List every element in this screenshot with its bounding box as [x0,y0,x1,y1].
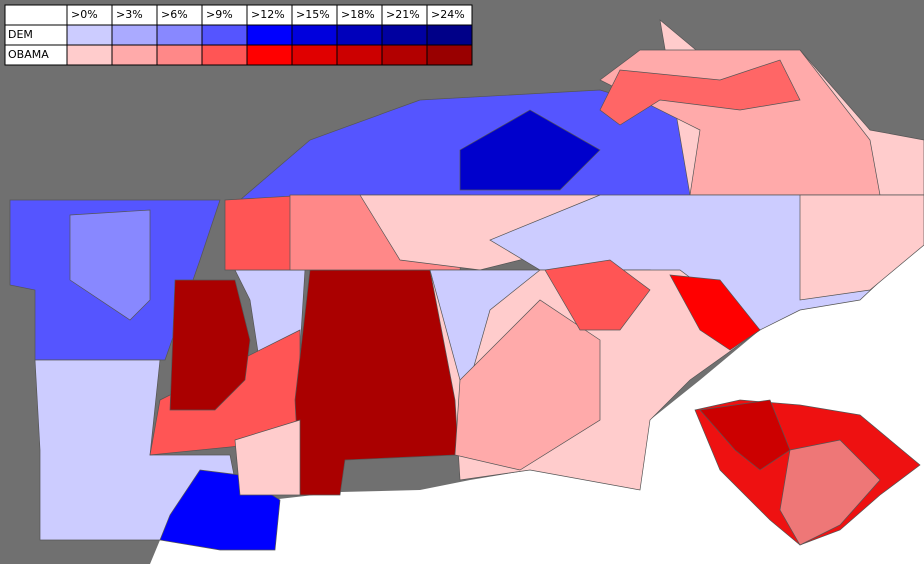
region [779,439,881,546]
region [699,399,791,471]
legend-cell [336,44,383,66]
legend-cell [291,24,338,46]
legend-cell [381,44,428,66]
legend-cell [201,44,248,66]
legend-cell [156,44,203,66]
region [234,419,301,496]
region [169,279,251,411]
legend-cell [156,24,203,46]
region [69,209,151,321]
legend: >0% >3% >6% >9% >12% >15% >18% >21% >24% DEM OBAMA [4,4,473,66]
region [459,109,601,191]
legend-cell [291,44,338,66]
legend-column-label: >24% [431,8,465,21]
legend-cell [4,4,68,26]
legend-cell [66,24,113,46]
legend-row-label: OBAMA [8,48,49,61]
legend-cell [246,24,293,46]
legend-cell [426,24,473,46]
legend-cell [381,24,428,46]
legend-row-label: DEM [8,28,33,41]
legend-column-label: >18% [341,8,375,21]
legend-cell [66,44,113,66]
legend-cell [111,44,158,66]
legend-column-label: >6% [161,8,188,21]
legend-cell [246,44,293,66]
legend-column-label: >12% [251,8,285,21]
region [429,269,541,381]
legend-column-label: >9% [206,8,233,21]
region [454,299,601,471]
legend-column-label: >21% [386,8,420,21]
legend-column-label: >15% [296,8,330,21]
districts [9,19,924,551]
legend-cell [426,44,473,66]
legend-cell [111,24,158,46]
legend-column-label: >0% [71,8,98,21]
legend-column-label: >3% [116,8,143,21]
region [544,259,651,331]
legend-cell [336,24,383,46]
region [669,274,761,351]
legend-cell [201,24,248,46]
region [599,59,801,126]
region [799,194,924,301]
